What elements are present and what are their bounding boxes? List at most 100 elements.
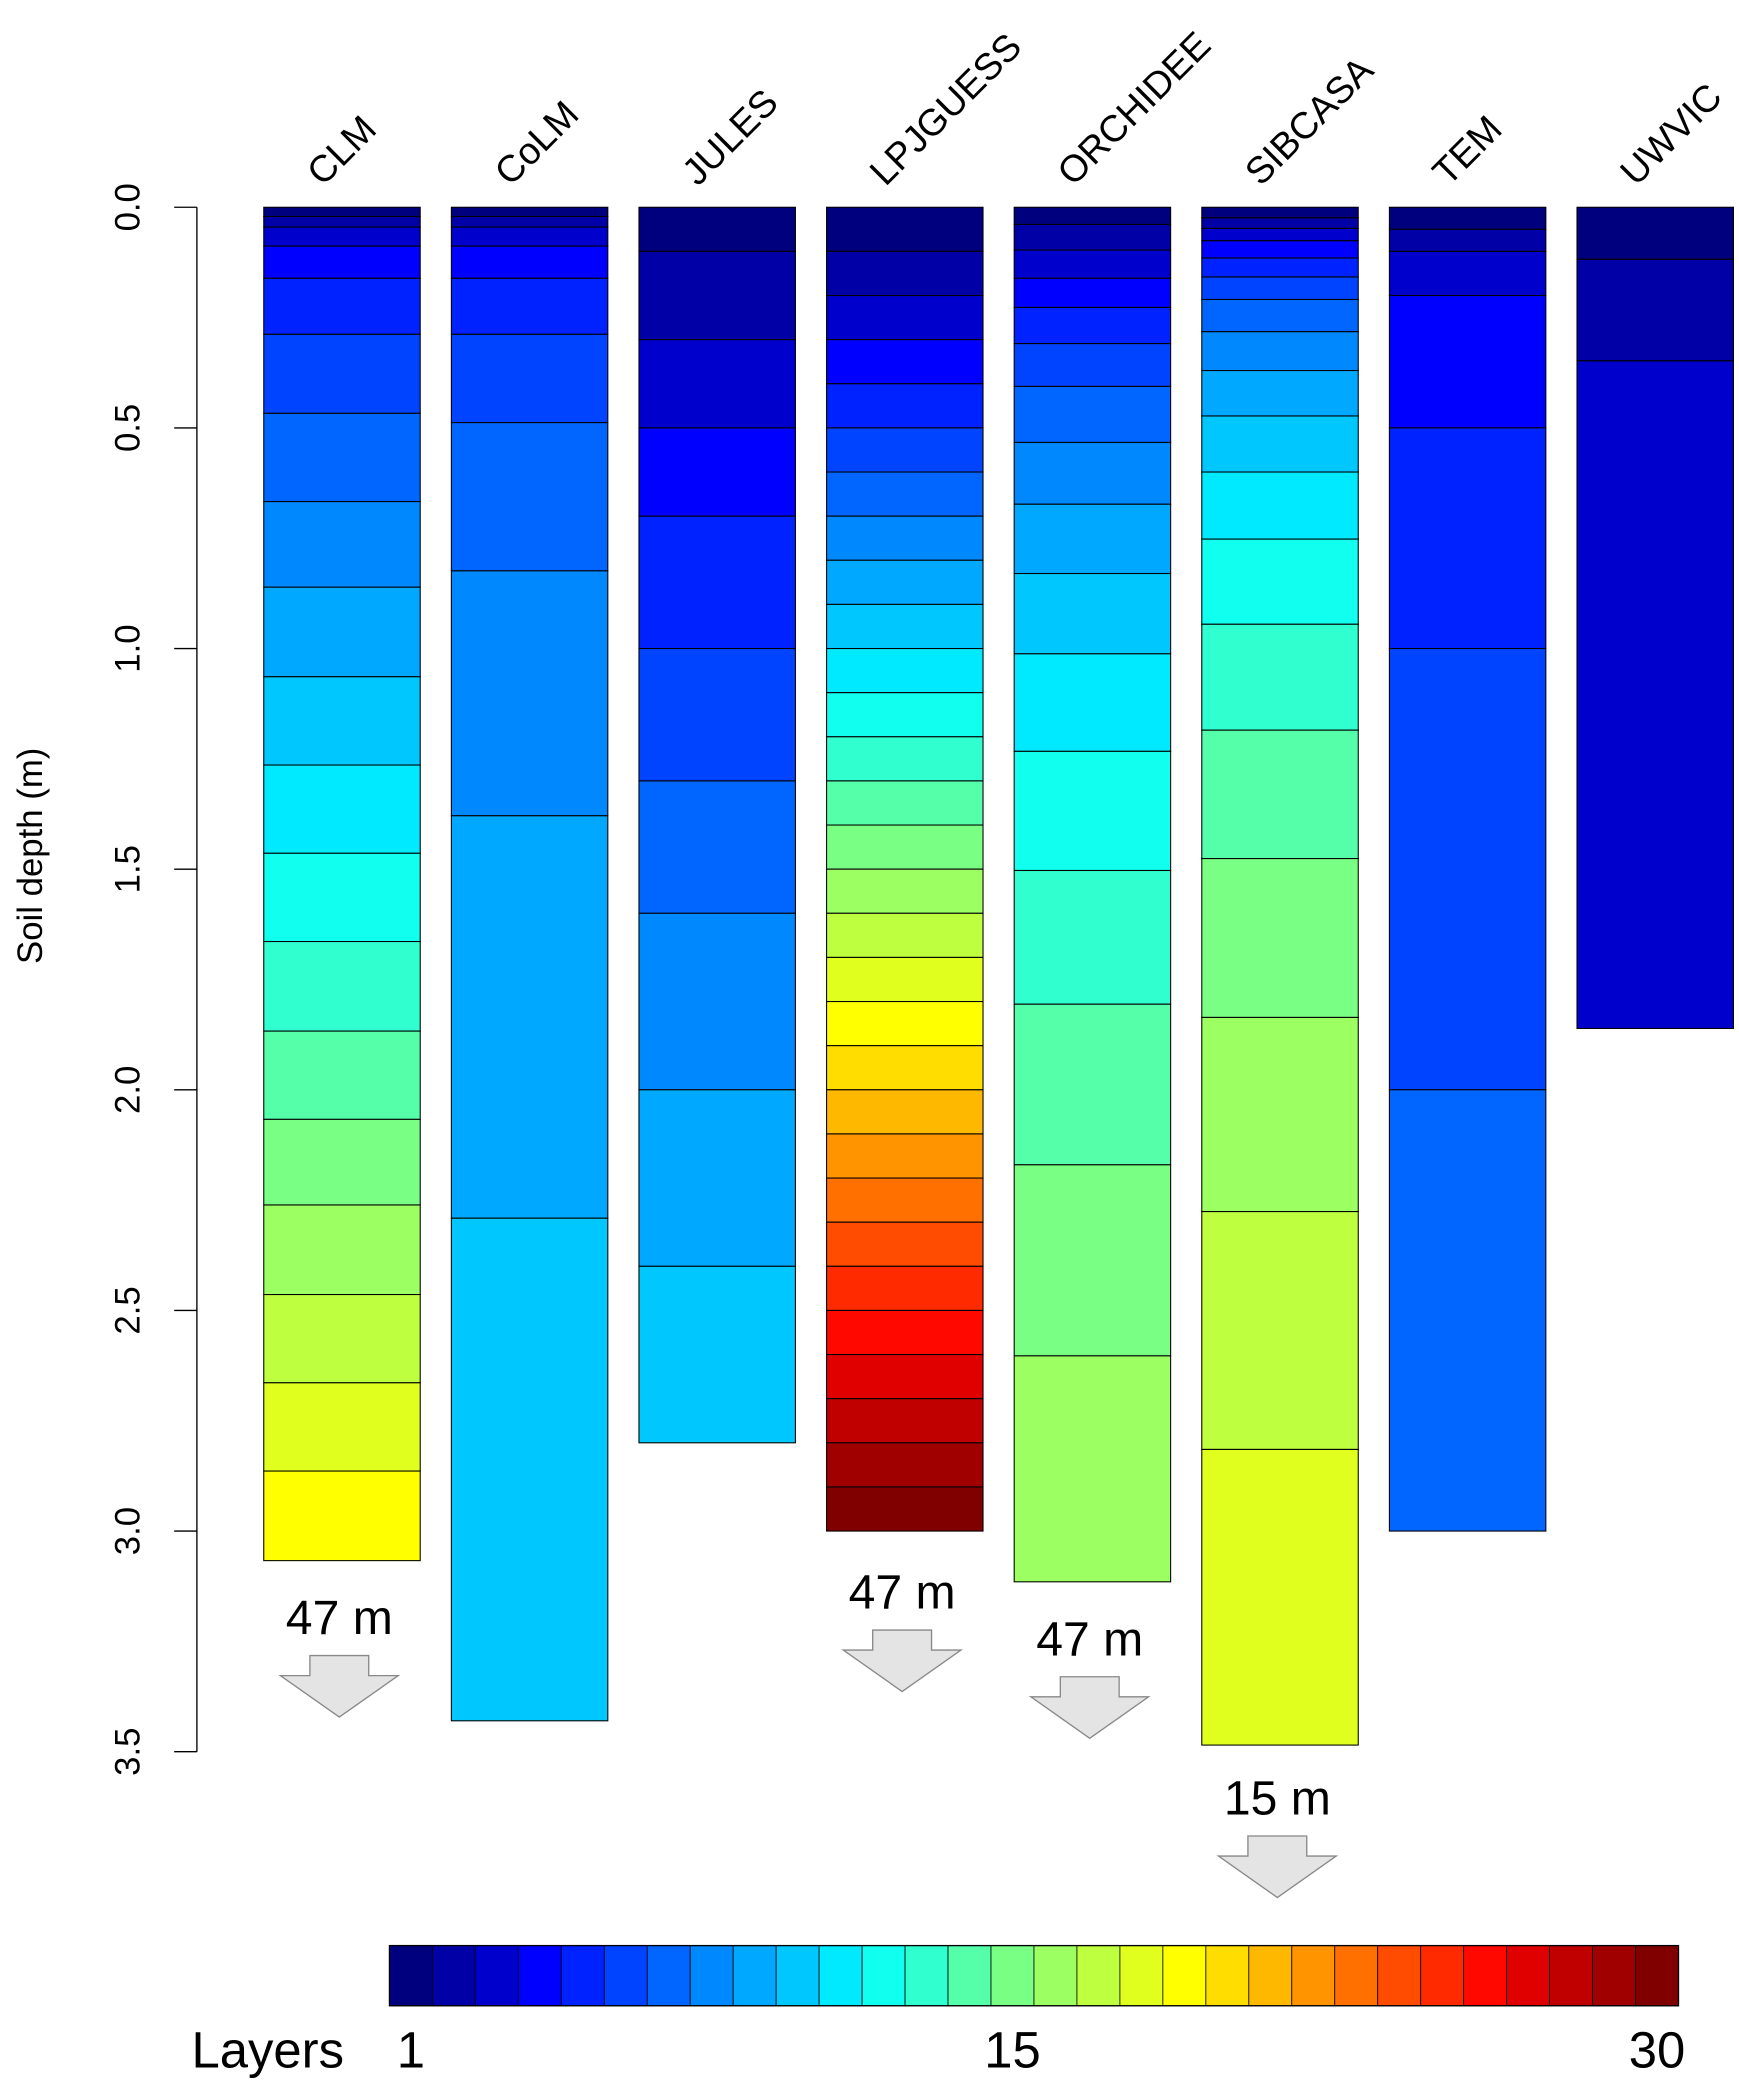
y-tick-label: 1.0	[109, 624, 147, 672]
layer-segment	[263, 245, 421, 279]
layer-segment	[826, 1265, 984, 1311]
column-sibcasa: SIBCASA	[1201, 48, 1381, 1746]
layer-segment	[263, 586, 421, 678]
layer-segment	[826, 1133, 984, 1179]
colorbar-swatch	[1291, 1945, 1336, 2007]
layer-segment	[1388, 250, 1547, 297]
layer-segment	[263, 215, 421, 228]
layer-segment	[1201, 471, 1359, 540]
layer-segment	[826, 383, 984, 429]
layer-segment	[1201, 1211, 1359, 1450]
depth-annotation: 47 m	[849, 1566, 956, 1620]
legend-tick-label: 30	[1629, 2021, 1686, 2078]
layer-segment	[1201, 1016, 1359, 1213]
layer-segment	[450, 206, 609, 218]
y-tick-label: 1.5	[109, 845, 147, 893]
layer-segment	[450, 277, 609, 335]
colorbar-swatch	[1635, 1945, 1679, 2007]
layer-segment	[1388, 206, 1547, 230]
colorbar-swatch	[1549, 1945, 1593, 2007]
layer-segment	[263, 1294, 421, 1384]
layer-segment	[263, 940, 421, 1032]
layer-segment	[826, 559, 984, 605]
colorbar-swatch	[1033, 1945, 1078, 2007]
depth-annotation: 47 m	[1036, 1612, 1143, 1666]
legend-tick-label: 15	[984, 2021, 1041, 2078]
layer-segment	[638, 780, 796, 914]
colorbar-swatch	[1506, 1945, 1550, 2007]
layer-segment	[1201, 1448, 1359, 1746]
layer-segment	[638, 515, 796, 650]
layer-segment	[1013, 249, 1172, 279]
layer-segment	[450, 815, 609, 1219]
layer-segment	[826, 647, 984, 694]
layer-segment	[826, 427, 984, 473]
layer-segment	[826, 206, 984, 252]
colorbar-swatch	[818, 1945, 863, 2007]
column-lpjguess: LPJGUESS	[826, 25, 1029, 1532]
layer-segment	[1013, 306, 1172, 345]
column-tem: TEM	[1388, 107, 1547, 1532]
layer-segment	[1388, 427, 1547, 650]
down-arrow-icon	[1216, 1835, 1339, 1899]
layer-segment	[1576, 206, 1734, 260]
layer-segment	[826, 294, 984, 341]
layer-segment	[1013, 503, 1172, 575]
layer-segment	[826, 1309, 984, 1356]
layer-segment	[826, 1221, 984, 1267]
layer-segment	[263, 1382, 421, 1472]
layer-segment	[826, 1177, 984, 1223]
layer-segment	[450, 215, 609, 228]
annotations: 47 m 47 m 47 m 15 m	[278, 1566, 1339, 1899]
colorbar-swatch	[1592, 1945, 1636, 2007]
column-clm: CLM	[263, 107, 421, 1562]
layer-segment	[1013, 223, 1172, 251]
layer-segment	[1013, 343, 1172, 387]
colorbar-swatch	[775, 1945, 820, 2007]
layer-segment	[826, 471, 984, 517]
layer-segment	[1201, 257, 1359, 278]
layer-segment	[1388, 228, 1547, 252]
layer-segment	[1201, 858, 1359, 1018]
layer-segment	[1388, 294, 1547, 429]
layer-segment	[826, 692, 984, 738]
colorbar-swatch	[1377, 1945, 1422, 2007]
colorbar-swatch	[1205, 1945, 1250, 2007]
layer-segment	[826, 780, 984, 826]
colorbar-swatch	[947, 1945, 992, 2007]
layer-segment	[826, 515, 984, 561]
layer-segment	[1201, 538, 1359, 625]
layer-segment	[1013, 1003, 1172, 1166]
layer-segment	[826, 1001, 984, 1047]
y-tick-label: 2.0	[109, 1066, 147, 1114]
layer-segment	[263, 226, 421, 247]
colorbar-swatch	[1119, 1945, 1164, 2007]
layer-segment	[1013, 206, 1172, 226]
layer-segment	[1013, 750, 1172, 872]
layer-segment	[263, 1030, 421, 1120]
layer-segment	[1201, 415, 1359, 473]
colorbar-swatch	[1463, 1945, 1508, 2007]
layer-segment	[1013, 441, 1172, 505]
layer-segment	[263, 852, 421, 943]
layer-segment	[1201, 276, 1359, 301]
layer-segment	[826, 1045, 984, 1091]
colorbar-swatch	[861, 1945, 906, 2007]
layer-segment	[638, 1089, 796, 1267]
y-tick-label: 0.0	[109, 183, 147, 231]
layer-segment	[1013, 385, 1172, 443]
colorbar-legend: Layers 1 15 30	[192, 1944, 1686, 2078]
colorbar-swatch	[689, 1945, 734, 2007]
layer-segment	[826, 736, 984, 782]
colorbar-swatch	[517, 1945, 562, 2007]
column-label: UWVIC	[1612, 75, 1730, 193]
layer-segment	[1576, 258, 1734, 362]
layer-segment	[826, 956, 984, 1003]
column-label: LPJGUESS	[861, 25, 1029, 193]
layer-segment	[826, 1442, 984, 1488]
layer-segment	[826, 1089, 984, 1135]
layer-segment	[263, 1118, 421, 1206]
column-label: CoLM	[486, 93, 586, 193]
layer-segment	[1201, 331, 1359, 372]
